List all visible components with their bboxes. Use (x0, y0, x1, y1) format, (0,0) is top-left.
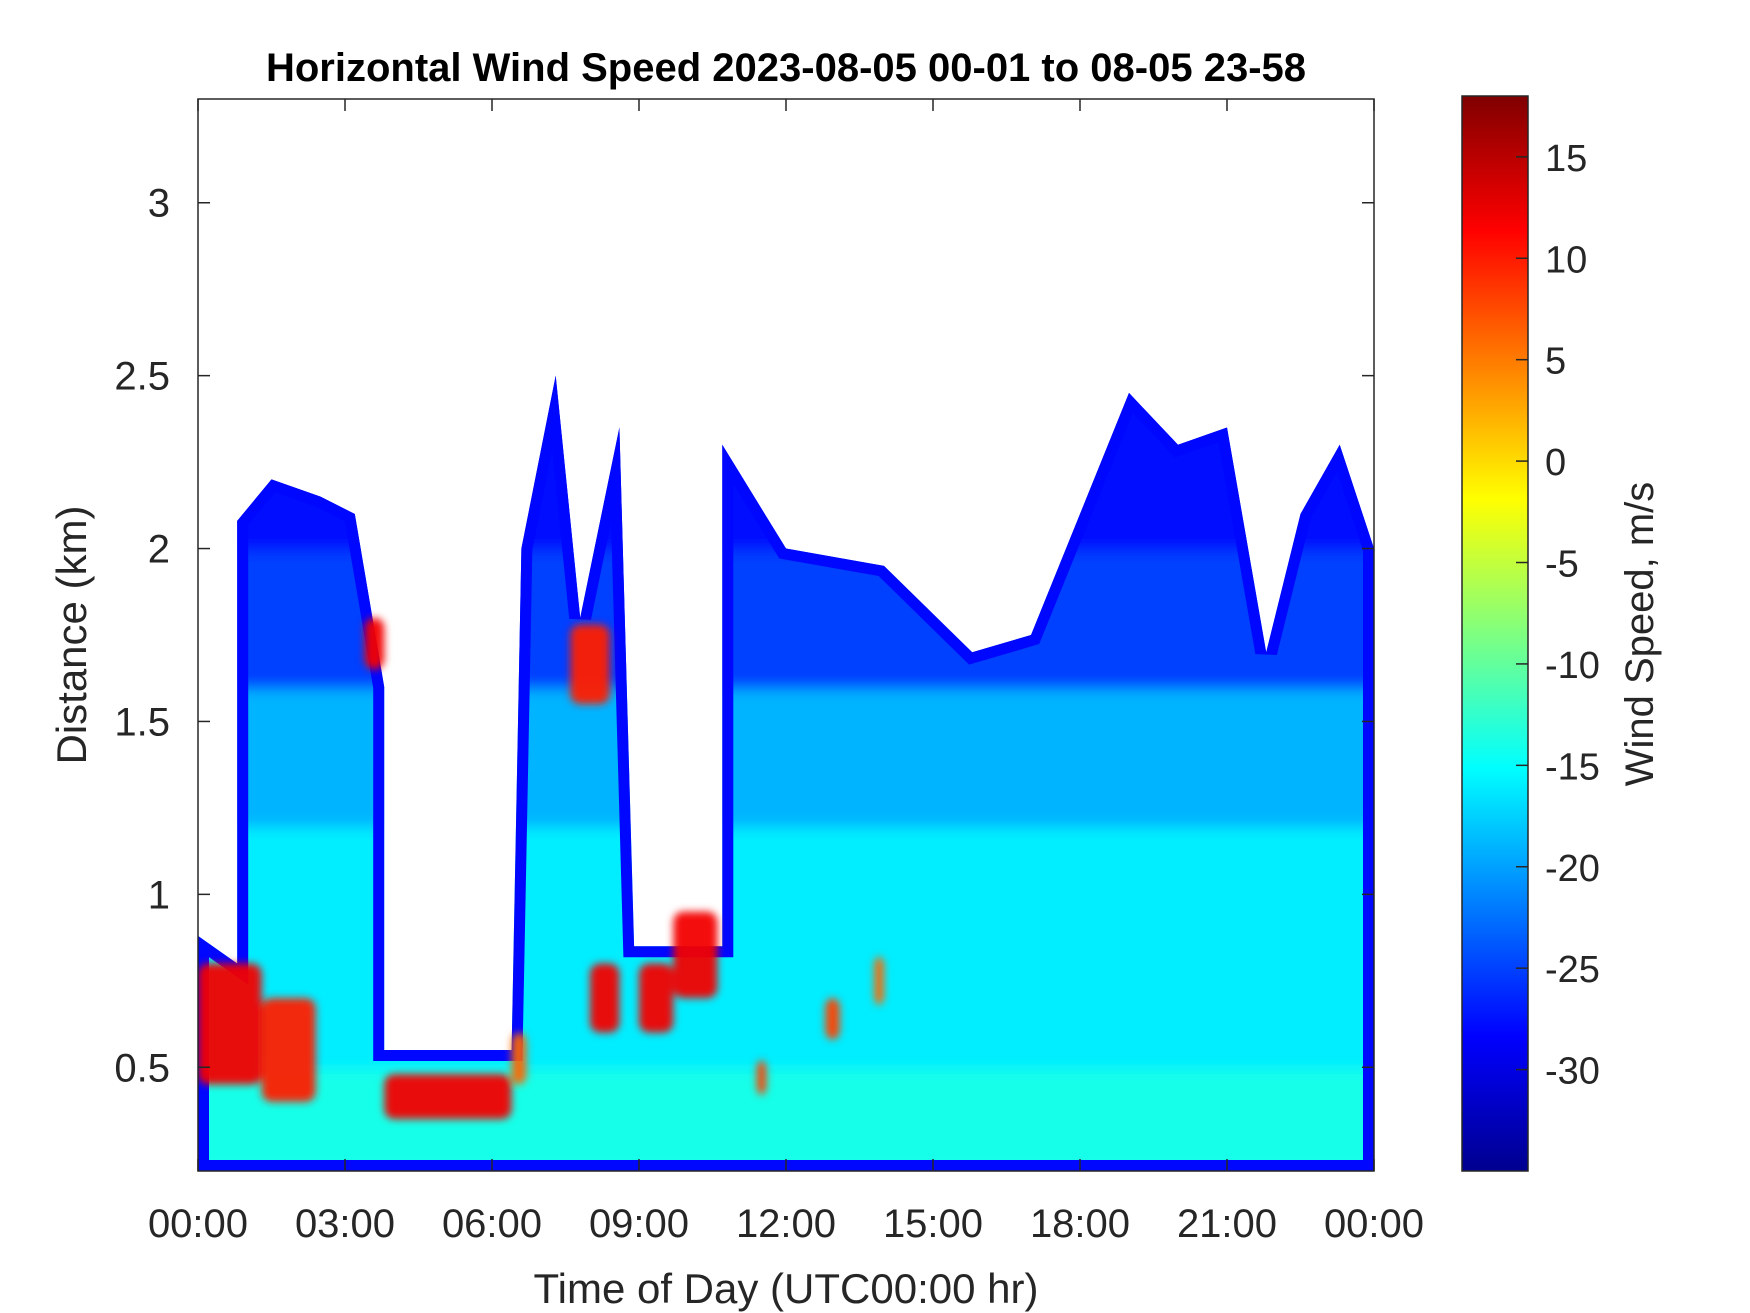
strong-wind-cell (756, 1060, 767, 1095)
y-tick-label: 2 (148, 528, 170, 572)
colorbar-tick-label: -25 (1545, 949, 1600, 991)
strong-wind-cell (874, 956, 884, 1006)
colorbar-ticks: 15 10 5 0 -5 -10 -15 -20 -25 -30 (1516, 138, 1600, 1093)
strong-wind-cell (261, 998, 316, 1102)
x-tick-label: 18:00 (1030, 1202, 1130, 1246)
plot-area: 00:00 03:00 06:00 09:00 12:00 15:00 18:00 21:00… (48, 98, 1424, 1312)
strong-wind-cell (590, 963, 620, 1033)
colorbar: 15 10 5 0 -5 -10 -15 -20 -25 -30 Wind Speed, m/s (1461, 95, 1662, 1172)
y-tick-label: 1 (148, 873, 170, 917)
y-tick-label: 0.5 (114, 1046, 170, 1090)
strong-wind-cell (384, 1074, 512, 1120)
strong-wind-features (198, 617, 884, 1120)
x-tick-label: 06:00 (442, 1202, 542, 1246)
colorbar-tick-label: -5 (1545, 544, 1579, 586)
x-tick-label: 12:00 (736, 1202, 836, 1246)
y-axis-label: Distance (km) (48, 505, 95, 764)
colorbar-tick-label: -20 (1545, 848, 1600, 890)
wind-layer-cell (198, 823, 1374, 1070)
colorbar-tick-label: 15 (1545, 138, 1587, 180)
colorbar-gradient (1461, 95, 1529, 1172)
strong-wind-cell (198, 963, 262, 1085)
y-tick-label: 1.5 (114, 700, 170, 744)
x-tick-label: 03:00 (295, 1202, 395, 1246)
x-tick-label: 00:00 (148, 1202, 248, 1246)
strong-wind-cell (364, 617, 385, 670)
wind-layer-cell (198, 684, 1374, 828)
colorbar-tick-label: -30 (1545, 1051, 1600, 1093)
strong-wind-cell (825, 998, 840, 1040)
colorbar-label: Wind Speed, m/s (1618, 482, 1662, 787)
colorbar-tick-label: 5 (1545, 341, 1566, 383)
x-tick-label: 09:00 (589, 1202, 689, 1246)
strong-wind-cell (570, 624, 610, 705)
y-tick-label: 2.5 (114, 355, 170, 399)
colorbar-tick-label: -10 (1545, 645, 1600, 687)
strong-wind-cell (511, 1032, 527, 1085)
y-tick-label: 3 (148, 182, 170, 226)
chart-title: Horizontal Wind Speed 2023-08-05 00-01 t… (266, 46, 1306, 90)
y-axis: 0.5 1 1.5 2 2.5 3 (114, 182, 1374, 1090)
x-tick-label: 15:00 (883, 1202, 983, 1246)
x-tick-label: 00:00 (1324, 1202, 1424, 1246)
wind-layer-cell (198, 1065, 1374, 1171)
x-tick-label: 21:00 (1177, 1202, 1277, 1246)
strong-wind-cell (673, 911, 718, 999)
colorbar-tick-label: 10 (1545, 239, 1587, 281)
colorbar-tick-label: -15 (1545, 746, 1600, 788)
strong-wind-cell (639, 963, 674, 1033)
x-axis: 00:00 03:00 06:00 09:00 12:00 15:00 18:00 21:00… (148, 99, 1424, 1246)
colorbar-tick-label: 0 (1545, 442, 1566, 484)
x-axis-label: Time of Day (UTC00:00 hr) (534, 1265, 1039, 1312)
